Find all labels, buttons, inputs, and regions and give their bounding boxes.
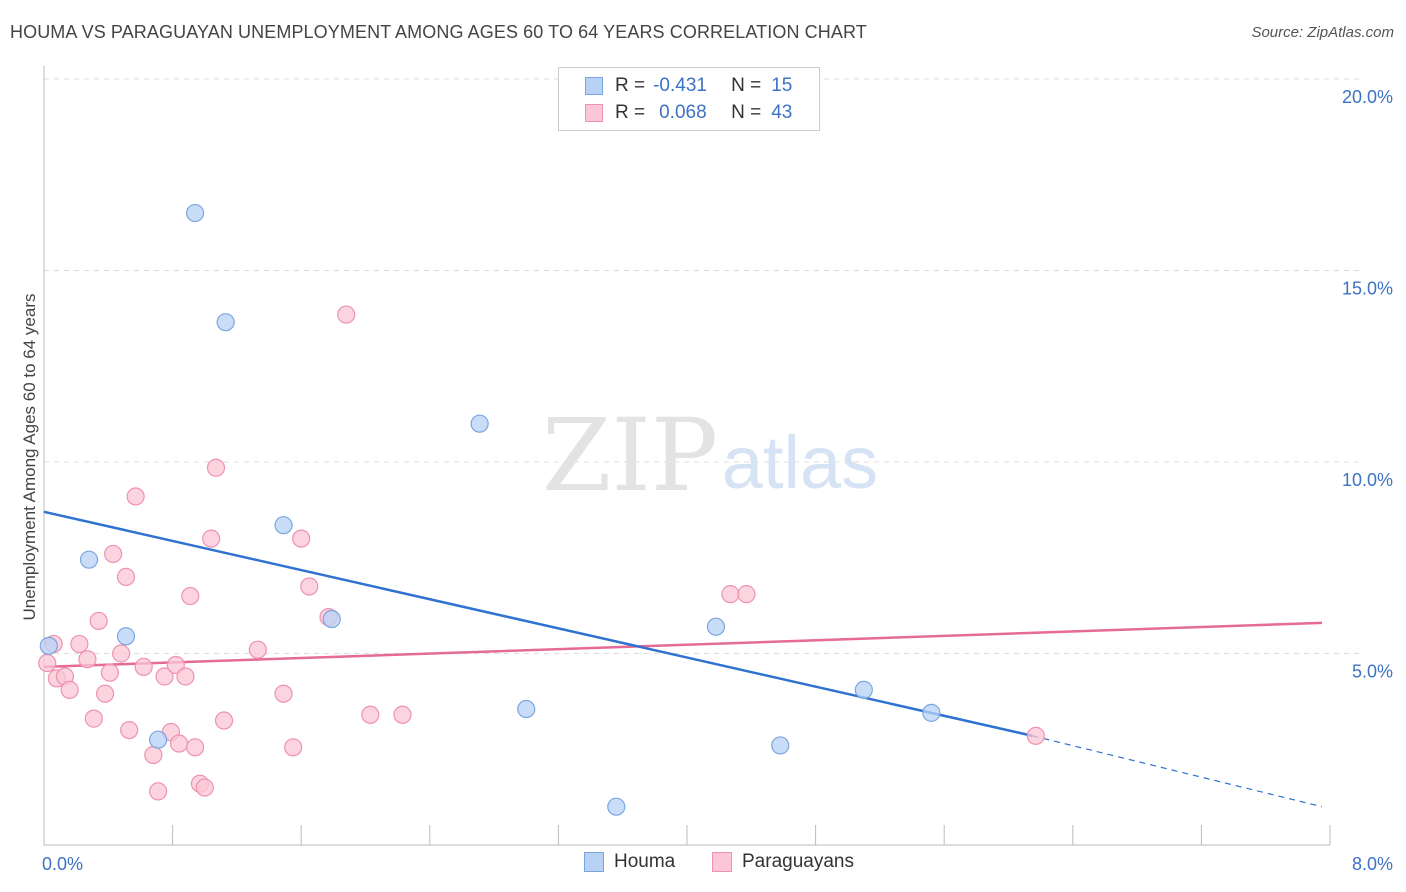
point-paraguayans <box>176 667 195 686</box>
legend-n-label: N = <box>731 102 762 123</box>
point-paraguayans <box>95 684 115 703</box>
point-paraguayans <box>300 577 319 596</box>
point-houma <box>322 609 341 629</box>
point-houma <box>274 516 293 535</box>
point-paraguayans <box>181 586 200 606</box>
legend-swatch-paraguayans <box>712 852 732 872</box>
point-paraguayans <box>337 305 356 324</box>
point-houma <box>470 414 489 433</box>
point-paraguayans <box>206 458 226 477</box>
point-paraguayans <box>721 585 740 604</box>
point-paraguayans <box>104 544 123 564</box>
legend-label-houma: Houma <box>614 851 676 872</box>
legend-n-label: N = <box>731 75 762 96</box>
point-paraguayans <box>284 738 303 757</box>
watermark: ZIP atlas <box>542 397 878 514</box>
point-paraguayans <box>89 611 108 631</box>
legend-row-houma: R = -0.431 N = 15 <box>585 75 792 97</box>
point-houma <box>39 636 58 655</box>
series-legend: Houma Paraguayans <box>0 851 1406 877</box>
trend-line-paraguayans <box>43 621 1323 669</box>
point-paraguayans <box>361 705 380 724</box>
point-paraguayans <box>1026 726 1045 745</box>
legend-r-label: R = <box>615 102 646 123</box>
axes <box>43 66 1331 846</box>
point-houma <box>607 797 626 816</box>
point-houma <box>922 703 941 722</box>
y-tick-label: 15.0% <box>1342 279 1393 299</box>
point-paraguayans <box>169 734 189 753</box>
point-paraguayans <box>195 778 214 797</box>
point-paraguayans <box>116 567 136 587</box>
data-points <box>38 203 1045 816</box>
point-paraguayans <box>38 653 57 673</box>
point-paraguayans <box>214 711 234 730</box>
watermark-zip: ZIP <box>542 397 718 514</box>
point-paraguayans <box>60 680 79 699</box>
point-paraguayans <box>292 529 311 548</box>
point-houma <box>149 730 168 749</box>
legend-row-paraguayans: R = 0.068 N = 43 <box>585 102 792 124</box>
point-paraguayans <box>248 640 267 659</box>
grid-lines <box>44 78 1360 654</box>
point-paraguayans <box>737 585 756 604</box>
point-houma <box>706 617 726 636</box>
trend-line-houma-extension <box>1032 735 1323 808</box>
trend-line-houma <box>43 510 1033 738</box>
chart-title: HOUMA VS PARAGUAYAN UNEMPLOYMENT AMONG A… <box>10 22 867 42</box>
legend-label-paraguayans: Paraguayans <box>742 851 854 872</box>
x-tick-label: 8.0% <box>1352 854 1393 874</box>
point-paraguayans <box>155 667 174 686</box>
y-tick-label: 5.0% <box>1352 662 1393 682</box>
point-paraguayans <box>78 650 97 669</box>
point-paraguayans <box>120 720 139 740</box>
point-houma <box>517 699 536 719</box>
point-paraguayans <box>70 634 89 654</box>
point-houma <box>216 313 235 332</box>
legend-item-paraguayans: Paraguayans <box>712 851 854 873</box>
correlation-legend: R = -0.431 N = 15 R = 0.068 N = 43 <box>558 67 820 131</box>
tick-labels: 5.0% 10.0% 15.0% 20.0% 0.0% 8.0% <box>42 87 1393 874</box>
legend-swatch-paraguayans <box>585 104 603 122</box>
point-houma <box>854 680 873 699</box>
legend-r-label: R = <box>615 75 646 96</box>
x-tick-label: 0.0% <box>42 854 83 874</box>
legend-r-value: 0.068 <box>659 102 707 123</box>
point-paraguayans <box>186 738 205 757</box>
point-houma <box>116 627 136 646</box>
point-paraguayans <box>393 705 412 724</box>
point-paraguayans <box>274 684 293 703</box>
point-houma <box>186 203 205 223</box>
legend-n-value: 15 <box>771 75 793 96</box>
source-credit: Source: ZipAtlas.com <box>1251 24 1394 41</box>
point-paraguayans <box>100 663 120 682</box>
legend-r-value: -0.431 <box>653 75 707 96</box>
y-tick-label: 10.0% <box>1342 470 1393 490</box>
point-paraguayans <box>149 782 168 801</box>
point-paraguayans <box>126 487 145 506</box>
point-houma <box>79 550 99 569</box>
y-tick-label: 20.0% <box>1342 87 1393 107</box>
point-paraguayans <box>202 529 221 548</box>
legend-n-value: 43 <box>771 102 793 123</box>
point-paraguayans <box>144 745 163 765</box>
legend-item-houma: Houma <box>584 851 675 873</box>
point-houma <box>771 736 790 755</box>
legend-swatch-houma <box>585 77 603 95</box>
legend-swatch-houma <box>584 852 604 872</box>
point-paraguayans <box>84 709 103 728</box>
point-paraguayans <box>112 644 131 663</box>
trend-lines <box>43 510 1323 808</box>
watermark-atlas: atlas <box>722 421 878 504</box>
point-paraguayans <box>134 657 153 677</box>
